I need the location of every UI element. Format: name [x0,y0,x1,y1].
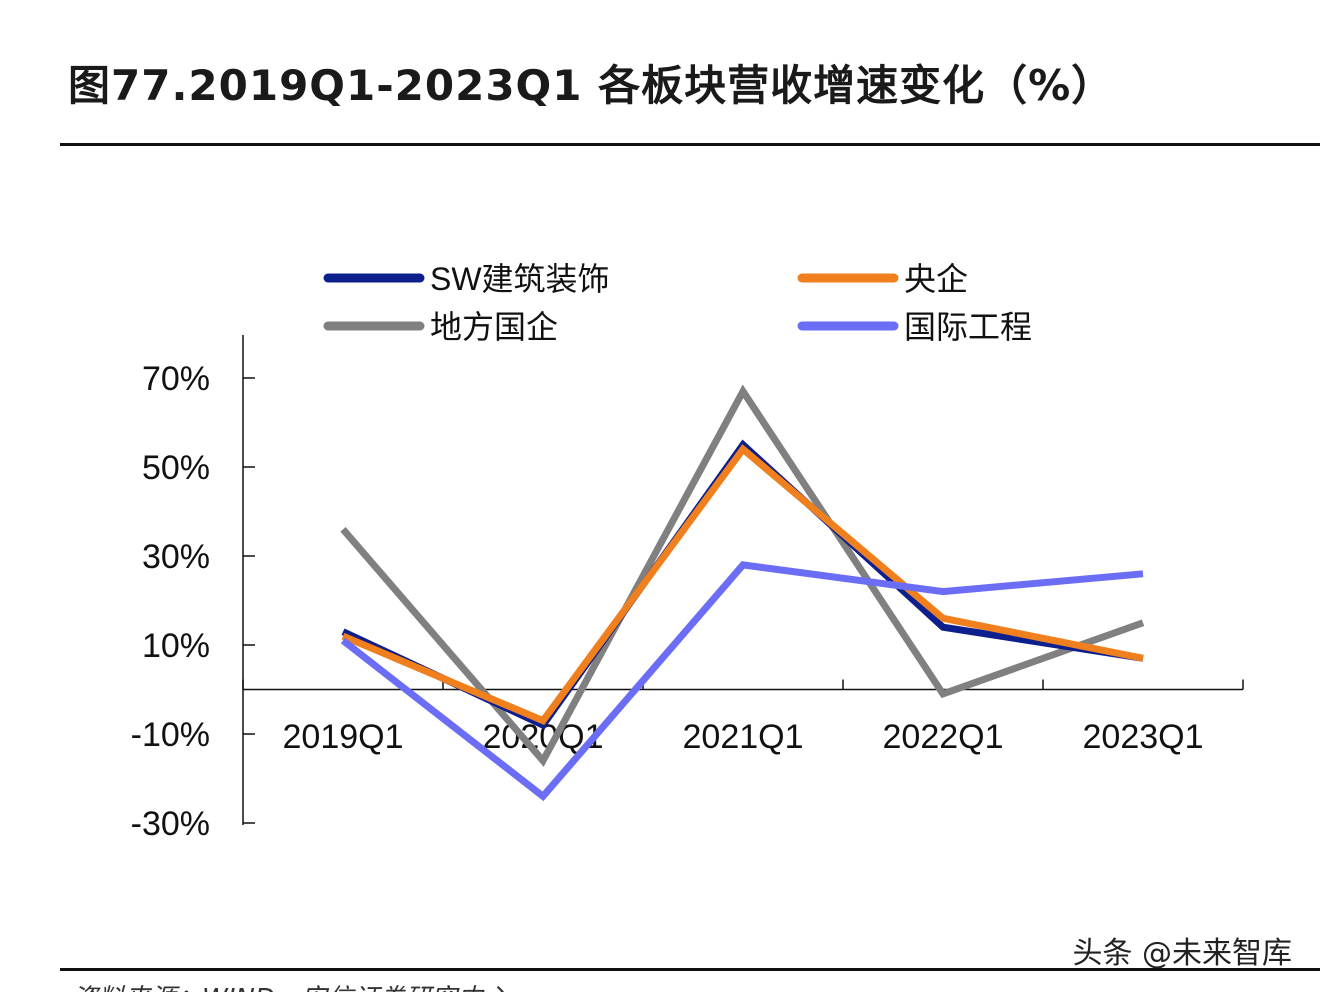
y-tick-label: 70% [142,360,210,398]
watermark: 头条 @未来智库 [1072,936,1292,971]
y-tick-label: 50% [142,449,210,487]
y-tick-label: 10% [142,627,210,665]
x-tick-label: 2019Q1 [283,718,404,756]
legend-label: 央企 [904,261,968,297]
x-tick-label: 2021Q1 [683,718,804,756]
line-chart: 70%50%30%10%-10%-30%2019Q1 2020Q1 2021Q1 20… [131,261,1244,843]
chart-title: 图77.2019Q1-2023Q1 各板块营收增速变化（%） [68,61,1115,110]
series-line-3 [340,561,1144,802]
y-tick-label: -10% [131,716,210,754]
source-note: 资料来源：WIND，安信证券研究中心 [72,978,509,992]
series-line-2 [340,384,1145,767]
legend-label: 国际工程 [904,309,1032,345]
x-tick-label: 2023Q1 [1083,718,1204,756]
title-divider [60,143,1320,146]
y-tick-label: 30% [142,538,210,576]
legend-label: 地方国企 [430,309,558,345]
footer-divider [60,968,1320,971]
legend-label: SW建筑装饰 [430,261,610,297]
x-tick-label: 2022Q1 [883,718,1004,756]
y-tick-label: -30% [131,805,210,843]
series-line-1 [341,444,1144,725]
